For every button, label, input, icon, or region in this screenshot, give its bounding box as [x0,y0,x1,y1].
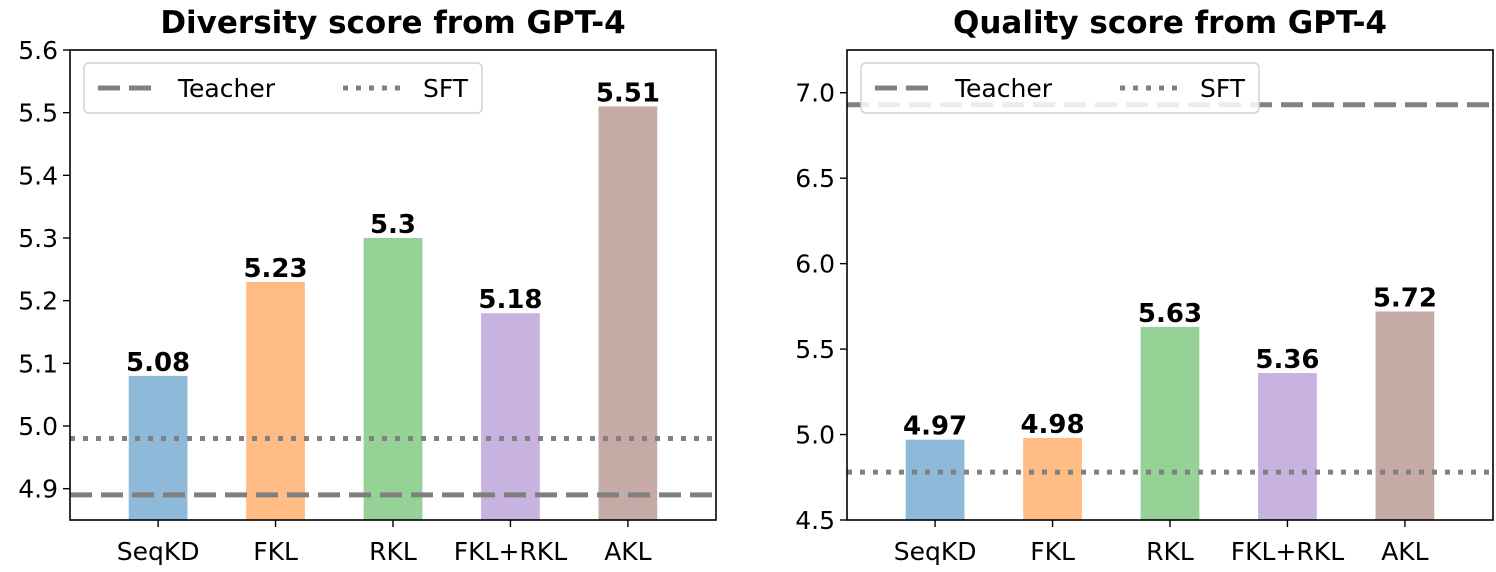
quality-value-label: 5.72 [1373,283,1437,313]
diversity-y-tick-label: 5.5 [18,99,58,128]
diversity-legend-label-sft: SFT [423,74,469,103]
quality-legend-label-sft: SFT [1200,74,1246,103]
diversity-y-tick-label: 4.9 [18,475,58,504]
diversity-value-label: 5.51 [596,78,660,108]
quality-x-tick-label: AKL [1381,537,1428,566]
quality-y-tick-label: 6.0 [795,250,835,279]
diversity-bar-seqkd [128,375,188,520]
quality-y-tick-label: 7.0 [795,79,835,108]
quality-x-tick-label: FKL+RKL [1231,537,1344,566]
diversity-value-label: 5.08 [126,348,190,378]
quality-x-tick-label: FKL [1030,537,1075,566]
quality-value-label: 5.36 [1255,345,1319,375]
diversity-x-tick-label: SeqKD [117,537,200,566]
quality-value-label: 4.98 [1020,410,1084,440]
diversity-x-tick-label: FKL [253,537,298,566]
quality-bar-fkl [1023,437,1082,520]
diversity-bar-akl [598,106,658,521]
diversity-y-tick-label: 5.3 [18,224,58,253]
quality-value-label: 4.97 [903,412,967,442]
quality-legend: Teacher SFT [860,62,1260,114]
diversity-y-tick-label: 5.0 [18,412,58,441]
diversity-y-tick-label: 5.6 [18,36,58,65]
quality-chart: Quality score from GPT-4 4.97 4.98 5.63 5.36… [795,5,1494,566]
quality-value-label: 5.63 [1138,299,1202,329]
diversity-x-tick-label: FKL+RKL [454,537,567,566]
quality-y-tick-label: 5.0 [795,421,835,450]
diversity-value-label: 5.3 [370,210,416,240]
diversity-y-tick-label: 5.1 [18,349,58,378]
quality-y-tick-label: 4.5 [795,506,835,535]
diversity-legend: Teacher SFT [83,62,483,114]
diversity-value-label: 5.23 [243,254,307,284]
quality-x-tick-label: SeqKD [894,537,977,566]
diversity-legend-box [83,62,483,114]
diversity-legend-label-teacher: Teacher [177,74,276,103]
diversity-bar-fkl-rkl [481,313,540,520]
quality-y-tick-label: 5.5 [795,335,835,364]
diversity-x-tick-label: RKL [369,537,417,566]
diversity-chart-title: Diversity score from GPT-4 [160,5,625,41]
quality-x-tick-label: RKL [1146,537,1194,566]
quality-bar-fkl-rkl [1258,373,1317,520]
diversity-chart: Diversity score from GPT-4 5.08 5.23 5.3 5.1… [18,5,717,566]
quality-y-tick-label: 6.5 [795,164,835,193]
quality-legend-box [860,62,1260,114]
quality-bar-akl [1375,311,1435,520]
diversity-bar-fkl [246,281,305,520]
quality-chart-title: Quality score from GPT-4 [953,5,1387,41]
diversity-y-tick-label: 5.2 [18,287,58,316]
diversity-bar-rkl [363,238,423,520]
quality-legend-label-teacher: Teacher [954,74,1053,103]
quality-bar-seqkd [905,439,965,520]
diversity-value-label: 5.18 [478,285,542,315]
diversity-x-tick-label: AKL [604,537,651,566]
diversity-y-tick-label: 5.4 [18,161,58,190]
quality-bar-rkl [1140,326,1200,520]
